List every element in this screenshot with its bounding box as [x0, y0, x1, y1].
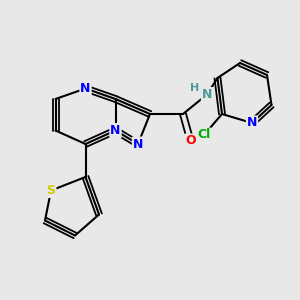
Text: N: N — [80, 82, 91, 95]
Text: N: N — [133, 137, 143, 151]
Text: S: S — [46, 184, 56, 197]
Text: N: N — [110, 124, 121, 137]
Text: Cl: Cl — [197, 128, 211, 142]
Text: N: N — [202, 88, 212, 101]
Text: O: O — [185, 134, 196, 148]
Text: H: H — [190, 83, 199, 93]
Text: N: N — [247, 116, 257, 130]
